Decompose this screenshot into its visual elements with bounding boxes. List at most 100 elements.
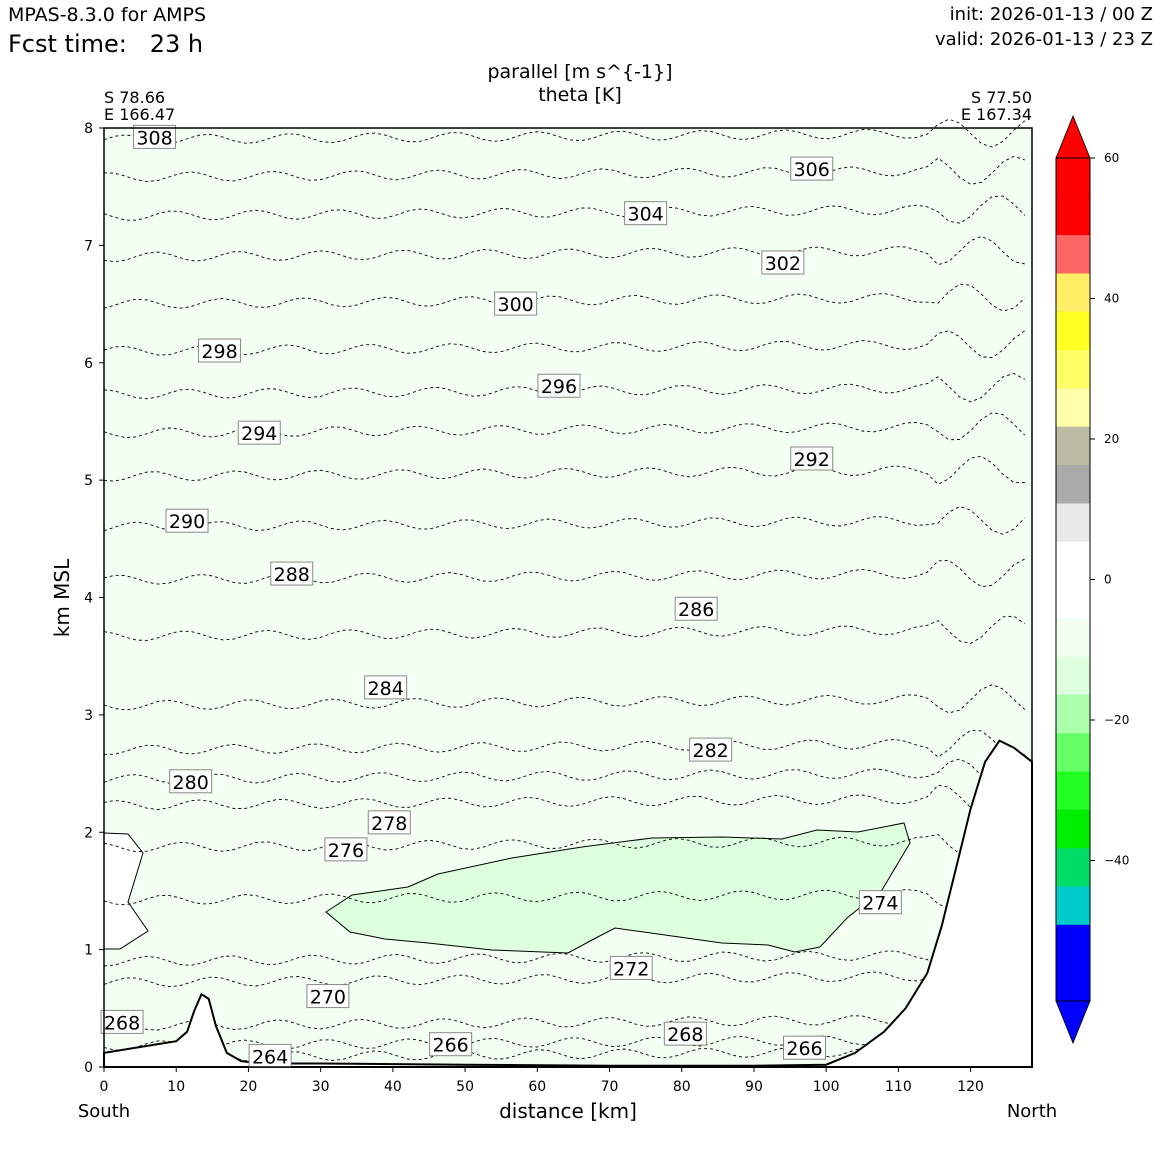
north-label: North — [1007, 1101, 1057, 1122]
south-label: South — [78, 1101, 130, 1122]
x-tick-label: 10 — [167, 1079, 185, 1095]
wind-colorbar: −40 −20 0 20 40 60 — [1055, 114, 1129, 1045]
x-tick-label: 90 — [745, 1079, 763, 1095]
y-tick-label: 3 — [84, 708, 93, 724]
theta-contour-line — [103, 195, 1026, 224]
theta-label-box — [165, 508, 209, 533]
y-tick-label: 2 — [84, 825, 93, 841]
theta-label: 270 — [306, 984, 350, 1009]
theta-contours — [103, 118, 1026, 1066]
colorbar-segment — [1056, 464, 1090, 504]
forecast-time: Fcst time: 23 h — [8, 30, 203, 58]
colorbar-segment — [1056, 771, 1090, 810]
y-tick-label: 7 — [84, 238, 93, 254]
theta-label: 284 — [364, 675, 408, 700]
theta-label-box — [100, 1009, 144, 1034]
theta-label: 286 — [674, 596, 718, 621]
colorbar-segment — [1056, 158, 1090, 197]
colorbar-segment — [1056, 311, 1090, 351]
theta-contour-line — [103, 826, 1026, 855]
theta-label: 290 — [165, 508, 209, 533]
colorbar-segment — [1056, 847, 1090, 887]
right-endpoint-lat: S 77.50 — [971, 88, 1032, 107]
theta-label-box — [537, 373, 581, 398]
theta-label-box — [689, 737, 733, 762]
theta-label-text: 266 — [786, 1038, 822, 1060]
theta-label-box — [270, 561, 314, 586]
theta-label: 298 — [198, 338, 242, 363]
theta-contour-line — [103, 879, 1026, 909]
theta-contour-line — [103, 235, 1025, 266]
x-tick-label: 60 — [528, 1079, 546, 1095]
colorbar-segment — [1056, 502, 1090, 542]
theta-contour-line — [103, 729, 1025, 758]
theta-label-text: 308 — [136, 127, 172, 149]
theta-label: 288 — [270, 561, 314, 586]
theta-label: 276 — [324, 837, 368, 862]
x-tick-label: 120 — [957, 1079, 984, 1095]
y-axis-label: km MSL — [50, 558, 74, 637]
chart-title-theta: theta [K] — [538, 84, 622, 106]
theta-label-text: 280 — [173, 772, 209, 794]
theta-label-box — [429, 1032, 473, 1057]
fcst-label: Fcst time: — [8, 30, 127, 58]
theta-label: 308 — [133, 124, 177, 149]
colorbar-tick-label: 0 — [1104, 573, 1112, 587]
theta-label-text: 278 — [371, 813, 407, 835]
fcst-value: 23 h — [149, 30, 204, 58]
x-tick-label: 40 — [384, 1079, 402, 1095]
terrain — [103, 739, 1033, 1068]
theta-label: 268 — [100, 1009, 144, 1034]
colorbar-segment — [1056, 541, 1090, 580]
valid-time: valid: 2026-01-13 / 23 Z — [935, 29, 1153, 50]
colorbar-segment — [1056, 962, 1090, 1002]
y-tick-label: 5 — [84, 473, 93, 489]
theta-label: 292 — [790, 446, 834, 471]
theta-label-box — [624, 201, 668, 226]
theta-label: 294 — [237, 420, 281, 445]
theta-label-text: 288 — [274, 564, 310, 586]
theta-label-text: 294 — [241, 423, 277, 445]
theta-contour-line — [103, 1025, 1026, 1054]
theta-label-text: 298 — [201, 341, 237, 363]
theta-label: 306 — [790, 156, 834, 181]
theta-contour-line — [103, 758, 1026, 787]
theta-label-text: 264 — [252, 1046, 288, 1068]
left-endpoint-lat: S 78.66 — [104, 88, 165, 107]
y-tick-label: 0 — [84, 1060, 93, 1076]
theta-contour-line — [103, 558, 1026, 588]
theta-label-text: 282 — [692, 740, 728, 762]
colorbar-segment — [1056, 273, 1090, 312]
x-tick-label: 20 — [240, 1079, 258, 1095]
theta-label: 302 — [761, 250, 805, 275]
axis-ticks: 0 10 20 30 40 50 60 70 80 90 100 110 120 0 1 2 3 4 5 6 7 8 — [84, 121, 984, 1095]
weak-wind-region — [103, 832, 149, 950]
theta-label-text: 266 — [433, 1035, 469, 1057]
theta-label: 300 — [494, 291, 538, 316]
colorbar-segment — [1056, 234, 1090, 274]
x-tick-label: 70 — [601, 1079, 619, 1095]
theta-label-box — [367, 810, 411, 835]
colorbar-segment — [1056, 694, 1090, 734]
theta-label-text: 306 — [794, 159, 830, 181]
x-axis-label: distance [km] — [499, 1099, 637, 1123]
theta-label-box — [237, 420, 281, 445]
theta-contour-line — [103, 373, 1026, 403]
colorbar-tick-label: 60 — [1104, 151, 1119, 165]
theta-label: 266 — [783, 1035, 827, 1060]
theta-label: 264 — [248, 1043, 292, 1068]
theta-label-text: 284 — [368, 678, 404, 700]
y-tick-label: 6 — [84, 356, 93, 372]
init-time: init: 2026-01-13 / 00 Z — [949, 4, 1153, 25]
x-tick-label: 80 — [673, 1079, 691, 1095]
theta-contour-line — [103, 1004, 1025, 1034]
theta-label-box — [761, 250, 805, 275]
theta-label-text: 292 — [794, 449, 830, 471]
right-endpoint-lon: E 167.34 — [961, 105, 1032, 124]
theta-contour-line — [103, 783, 1025, 814]
colorbar-min-extension — [1055, 1000, 1091, 1045]
y-tick-label: 4 — [84, 591, 93, 607]
theta-label: 282 — [689, 737, 733, 762]
theta-label-text: 302 — [765, 253, 801, 275]
